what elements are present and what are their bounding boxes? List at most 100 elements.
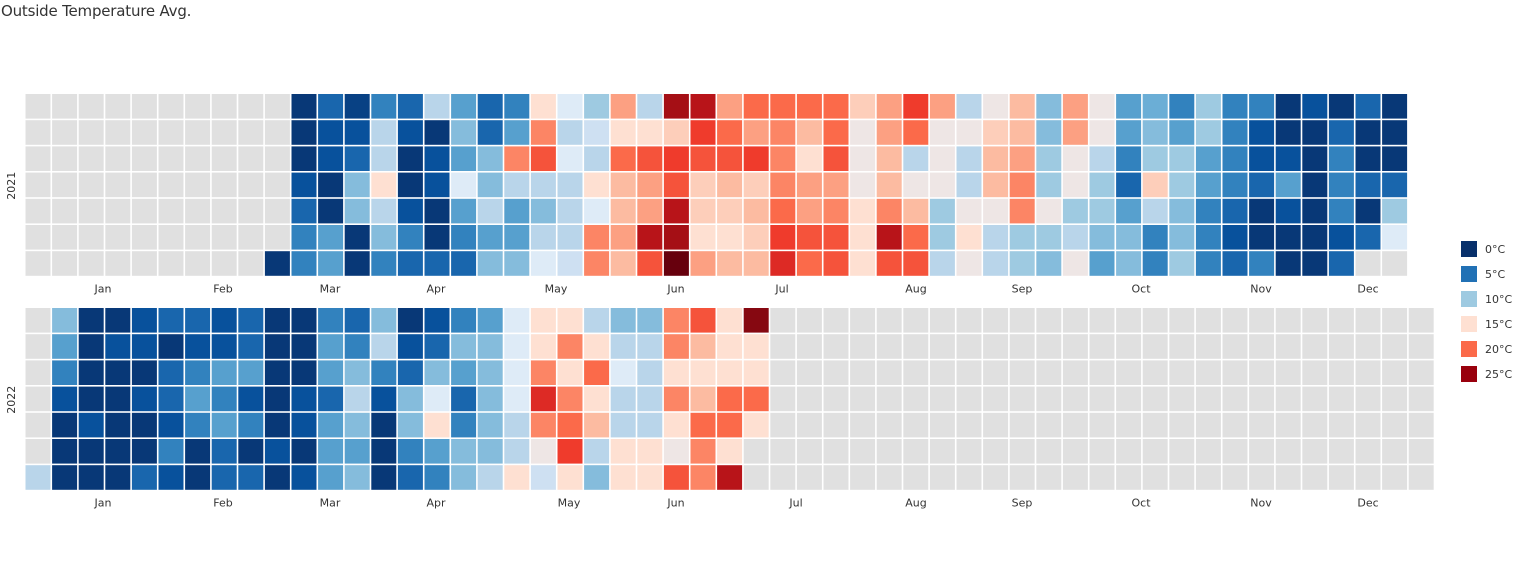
day-cell [451, 334, 477, 359]
day-cell [1195, 120, 1221, 145]
day-cell [105, 198, 131, 224]
day-cell [823, 251, 849, 276]
day-cell [1142, 465, 1168, 490]
day-cell [105, 120, 131, 145]
day-cell [451, 412, 477, 438]
day-cell [1169, 120, 1195, 145]
day-cell [1195, 146, 1221, 171]
day-cell [211, 439, 237, 464]
day-cell [78, 308, 104, 333]
day-cell [264, 251, 290, 276]
legend-label: 10°C [1485, 293, 1512, 306]
day-cell [52, 334, 78, 359]
day-cell [318, 225, 344, 250]
month-label: Jan [94, 496, 112, 509]
day-cell [185, 94, 211, 119]
day-cell [1249, 198, 1275, 224]
day-cell [770, 251, 796, 276]
day-cell [530, 251, 556, 276]
day-cell [504, 439, 530, 464]
day-cell [1328, 225, 1354, 250]
day-cell [903, 198, 929, 224]
day-cell [371, 465, 397, 490]
day-cell [397, 146, 423, 171]
day-cell [78, 172, 104, 198]
day-cell [52, 439, 78, 464]
day-cell [424, 360, 450, 385]
day-cell [1302, 334, 1328, 359]
day-cell [211, 334, 237, 359]
day-cell [637, 251, 663, 276]
day-cell [291, 94, 317, 119]
day-cell [1249, 308, 1275, 333]
day-cell [451, 172, 477, 198]
day-cell [1062, 251, 1088, 276]
day-cell [238, 360, 264, 385]
day-cell [1169, 439, 1195, 464]
day-cell [1036, 172, 1062, 198]
day-cell [557, 172, 583, 198]
day-cell [1009, 146, 1035, 171]
day-cell [743, 465, 769, 490]
day-cell [530, 172, 556, 198]
day-cell [663, 94, 689, 119]
day-cell [211, 225, 237, 250]
day-cell [663, 465, 689, 490]
day-cell [25, 412, 51, 438]
day-cell [1062, 308, 1088, 333]
day-cell [105, 172, 131, 198]
day-cell [1355, 198, 1381, 224]
legend-swatch [1461, 341, 1477, 357]
day-cell [1328, 120, 1354, 145]
day-cell [264, 412, 290, 438]
day-cell [717, 251, 743, 276]
day-cell [52, 146, 78, 171]
day-cell [131, 334, 157, 359]
day-cell [690, 225, 716, 250]
day-cell [25, 94, 51, 119]
day-cell [1195, 412, 1221, 438]
day-cell [318, 439, 344, 464]
day-cell [158, 225, 184, 250]
day-cell [717, 172, 743, 198]
day-cell [743, 94, 769, 119]
day-cell [823, 412, 849, 438]
day-cell [690, 386, 716, 412]
day-cell [956, 225, 982, 250]
day-cell [1009, 334, 1035, 359]
day-cell [1169, 412, 1195, 438]
day-cell [584, 225, 610, 250]
day-cell [504, 251, 530, 276]
day-cell [1195, 386, 1221, 412]
month-label: Sep [1012, 282, 1033, 295]
day-cell [1036, 146, 1062, 171]
day-cell [1222, 225, 1248, 250]
day-cell [105, 146, 131, 171]
month-label: Aug [905, 282, 926, 295]
day-cell [1302, 439, 1328, 464]
day-cell [850, 334, 876, 359]
day-cell [1275, 120, 1301, 145]
day-cell [238, 251, 264, 276]
day-cell [78, 251, 104, 276]
day-cell [796, 120, 822, 145]
day-cell [1036, 439, 1062, 464]
day-cell [530, 360, 556, 385]
day-cell [1062, 172, 1088, 198]
day-cell [238, 308, 264, 333]
month-label: Apr [426, 496, 446, 509]
day-cell [1089, 412, 1115, 438]
day-cell [1302, 465, 1328, 490]
day-cell [1089, 94, 1115, 119]
day-cell [530, 465, 556, 490]
day-cell [158, 146, 184, 171]
day-cell [504, 334, 530, 359]
day-cell [397, 94, 423, 119]
day-cell [504, 465, 530, 490]
day-cell [956, 360, 982, 385]
day-cell [424, 225, 450, 250]
day-cell [158, 198, 184, 224]
day-cell [690, 439, 716, 464]
day-cell [1062, 225, 1088, 250]
legend-label: 5°C [1485, 268, 1505, 281]
